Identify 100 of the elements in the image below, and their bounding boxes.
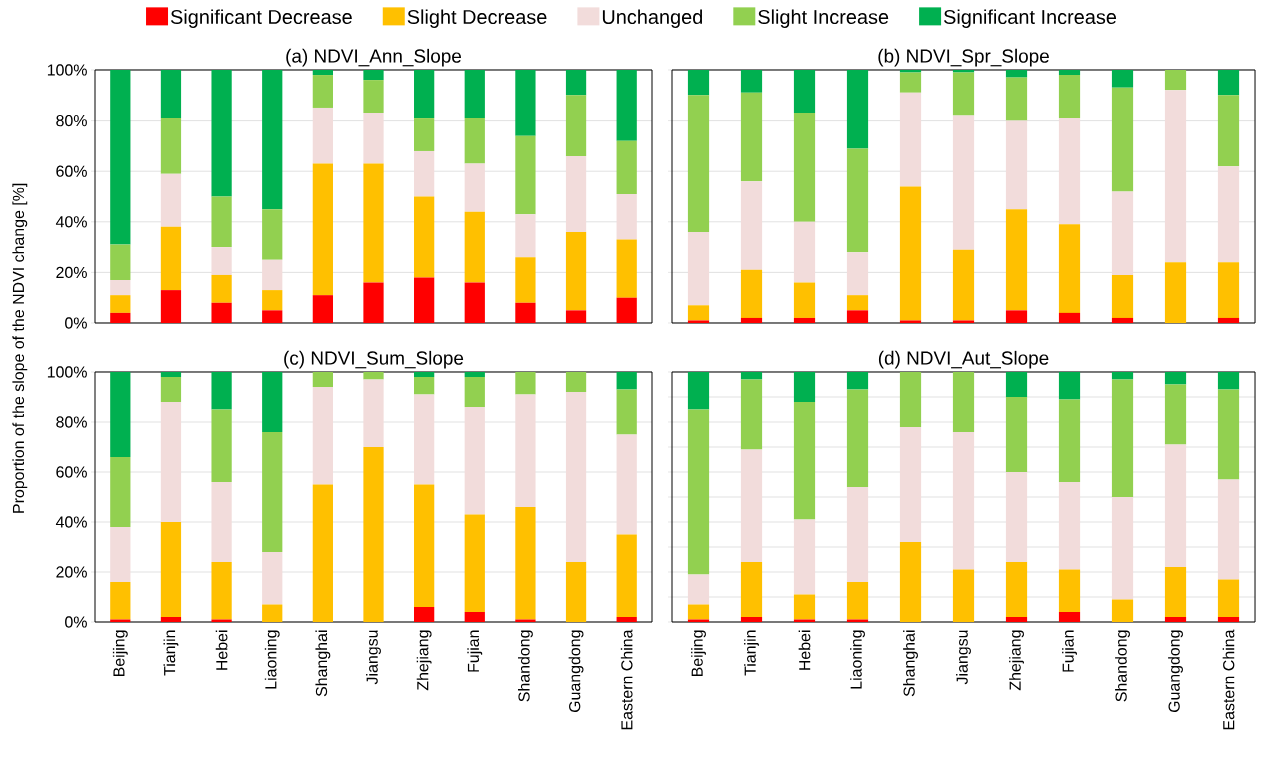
bar <box>899 72 922 93</box>
bar <box>464 211 485 283</box>
bar <box>952 432 975 570</box>
bar <box>312 295 333 323</box>
bar <box>616 617 637 622</box>
bar <box>899 320 922 323</box>
bar <box>1005 77 1028 121</box>
bar <box>211 562 232 620</box>
bar <box>1058 312 1081 323</box>
bar <box>110 372 131 457</box>
legend-label: Unchanged <box>602 9 703 28</box>
bar <box>687 69 710 96</box>
bar <box>160 290 182 323</box>
bar <box>363 447 384 622</box>
bar <box>414 118 435 151</box>
bar <box>414 70 435 119</box>
bar <box>1164 262 1187 323</box>
bar <box>1058 612 1081 622</box>
x-tick-label: Jiangsu <box>956 630 971 685</box>
bar <box>1217 617 1240 622</box>
bar <box>846 295 869 311</box>
bar <box>1005 397 1028 472</box>
bar <box>160 118 182 174</box>
bar <box>616 70 637 141</box>
bar <box>952 115 975 250</box>
bar <box>1005 209 1028 311</box>
bar <box>616 239 637 298</box>
bar <box>414 277 435 323</box>
bar <box>464 70 485 119</box>
bar <box>312 387 333 485</box>
bar <box>616 389 637 435</box>
bar <box>899 186 922 321</box>
bar <box>515 507 536 620</box>
bar <box>846 148 869 253</box>
x-tick-label: Shandong <box>1115 630 1130 702</box>
bar <box>160 522 182 617</box>
bar <box>740 617 763 622</box>
x-tick-label: Hebei <box>798 630 811 670</box>
bar <box>110 312 131 323</box>
bar <box>211 302 232 323</box>
bar <box>1164 69 1187 91</box>
bar <box>687 604 710 620</box>
bar <box>464 377 485 407</box>
bar <box>740 449 763 562</box>
bar <box>1058 75 1081 119</box>
bar <box>414 607 435 622</box>
y-tick-label: 80% <box>56 416 87 428</box>
bar <box>740 181 763 270</box>
bar <box>1111 69 1134 88</box>
bar <box>211 372 232 410</box>
bar <box>262 290 283 311</box>
x-tick-label: Shanghai <box>315 630 331 697</box>
bar <box>740 317 763 323</box>
bar <box>160 617 182 622</box>
x-tick-label: Liaoning <box>264 630 280 689</box>
bar <box>1217 262 1240 318</box>
chart-title: (a) NDVI_Ann_Slope <box>286 48 461 67</box>
bar <box>952 320 975 323</box>
bar <box>363 282 384 323</box>
bar <box>211 196 232 248</box>
bar <box>899 542 922 622</box>
bar <box>160 377 182 402</box>
legend-label: Significant Increase <box>943 9 1117 28</box>
bar <box>565 310 587 323</box>
bar <box>1111 599 1134 622</box>
bar <box>414 484 435 607</box>
x-tick-label: Shandong <box>517 630 533 702</box>
x-tick-label: Shanghai <box>903 630 918 697</box>
x-tick-label: Fujian <box>1062 630 1077 672</box>
bar <box>616 193 637 240</box>
bar <box>1005 120 1028 210</box>
bar <box>740 92 763 182</box>
bar <box>1005 617 1028 622</box>
bar <box>262 259 283 291</box>
bar <box>1164 384 1187 445</box>
bar <box>515 214 536 258</box>
x-tick-label: Fujian <box>467 630 483 672</box>
y-tick-label: 100% <box>47 64 87 76</box>
bar <box>262 310 283 323</box>
bar <box>687 231 710 306</box>
bar <box>160 372 182 377</box>
chart-title: (d) NDVI_Aut_Slope <box>878 350 1049 369</box>
bar <box>616 372 637 390</box>
bar <box>110 70 131 245</box>
bar <box>211 482 232 562</box>
x-tick-label: Eastern China <box>1222 629 1235 730</box>
bar <box>464 514 485 612</box>
bar <box>1217 166 1240 263</box>
legend-label: Slight Decrease <box>407 9 547 28</box>
bar <box>363 80 384 113</box>
bar <box>616 140 637 194</box>
y-tick-label: 40% <box>55 516 87 528</box>
x-tick-label: Guangdong <box>568 630 584 713</box>
bar <box>846 372 869 390</box>
bar <box>899 372 922 427</box>
bar <box>793 594 816 620</box>
chart-title: (c) NDVI_Sum_Slope <box>284 350 464 369</box>
bar <box>1058 118 1081 225</box>
bar <box>1058 569 1081 612</box>
bar <box>211 70 232 197</box>
